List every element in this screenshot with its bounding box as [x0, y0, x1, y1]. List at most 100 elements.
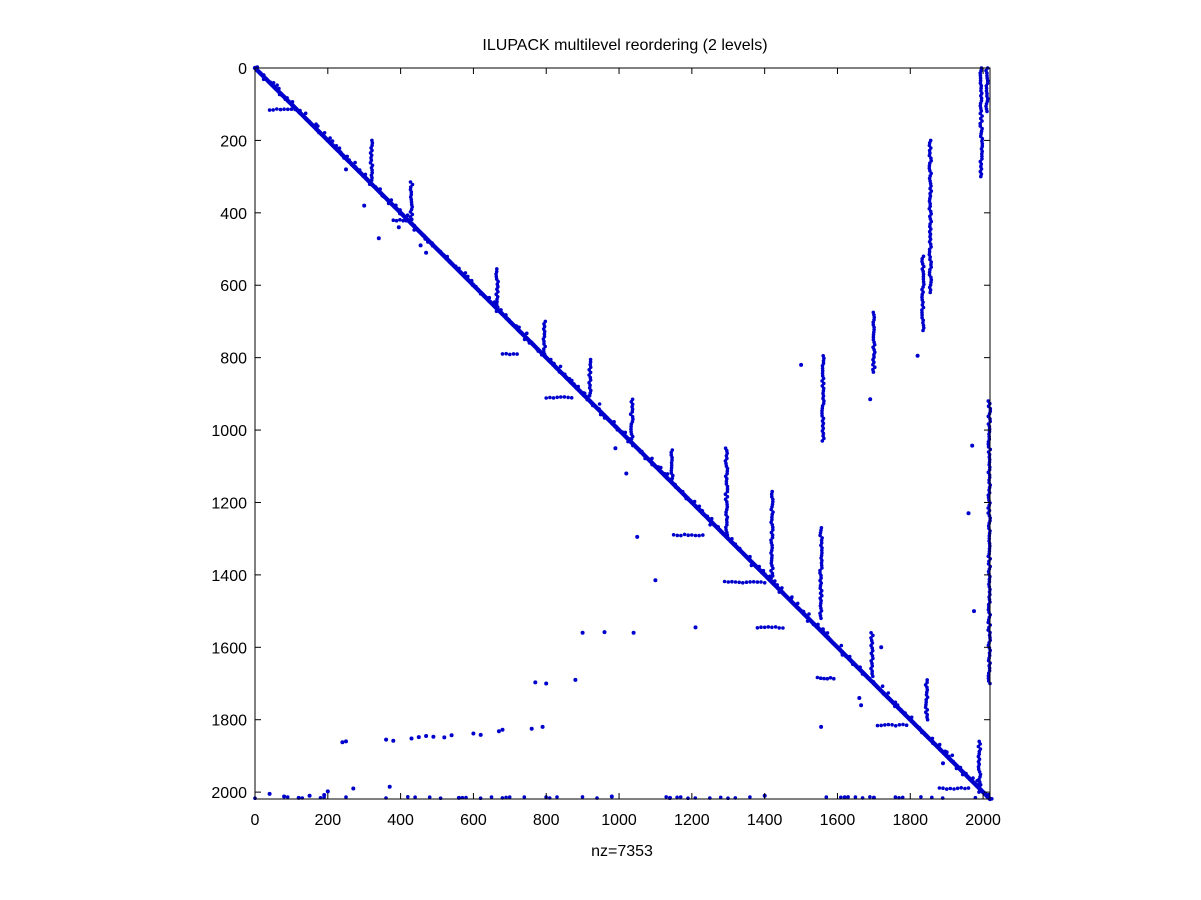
scattered-point [391, 738, 396, 743]
row-point [693, 533, 698, 538]
column-point [980, 157, 984, 161]
column-point [669, 478, 674, 483]
row-point [748, 795, 752, 799]
column-point [770, 535, 775, 540]
scattered-point [966, 511, 971, 516]
row-point [762, 625, 767, 630]
row-point [427, 795, 432, 799]
near-diagonal-point [739, 550, 744, 554]
column-point [771, 500, 775, 504]
scattered-point [602, 630, 607, 635]
row-point [413, 795, 417, 799]
column-point [924, 698, 928, 702]
near-diagonal-point [872, 681, 876, 685]
near-diagonal-point [353, 160, 357, 165]
row-point [900, 795, 905, 800]
row-point [966, 786, 971, 790]
row-point [963, 786, 967, 791]
column-point [872, 325, 876, 330]
y-tick-label: 1200 [211, 495, 247, 512]
scattered-point [941, 761, 945, 766]
column-point [820, 548, 824, 553]
row-point [824, 795, 829, 799]
column-point [978, 78, 983, 83]
column-point [723, 492, 728, 497]
column-point [921, 328, 925, 333]
row-point [511, 352, 516, 356]
column-point [980, 142, 985, 146]
scattered-point [573, 677, 578, 682]
column-point [978, 124, 983, 128]
row-point [879, 723, 883, 728]
column-point [986, 493, 991, 498]
column-point [588, 378, 593, 382]
row-point [293, 107, 297, 112]
x-tick-label: 800 [533, 812, 560, 829]
column-point [669, 450, 673, 455]
row-point [404, 218, 409, 223]
scattered-point [693, 625, 698, 630]
near-diagonal-point [958, 765, 963, 770]
row-point [508, 352, 512, 357]
near-diagonal-point [747, 555, 752, 560]
row-point [678, 795, 683, 799]
y-tick-label: 400 [220, 206, 247, 223]
column-point [976, 744, 981, 749]
scattered-point [544, 681, 549, 686]
scattered-point [868, 397, 873, 402]
row-point [828, 676, 833, 680]
row-point [522, 795, 527, 799]
column-point [985, 71, 989, 75]
row-point [868, 795, 872, 799]
plot-frame [254, 67, 991, 800]
row-point [391, 218, 396, 222]
column-point [495, 267, 499, 271]
row-point [675, 795, 679, 800]
column-point [921, 277, 926, 282]
column-point [820, 566, 824, 570]
row-point [919, 795, 923, 799]
column-point [986, 674, 991, 678]
column-point [818, 583, 823, 588]
row-point [500, 352, 505, 356]
row-point [344, 795, 348, 799]
row-point [282, 107, 286, 111]
near-diagonal-point [807, 612, 811, 616]
row-point [701, 533, 705, 537]
scattered-point [540, 724, 545, 729]
near-diagonal-point [597, 402, 602, 406]
scattered-point [418, 243, 423, 248]
column-point [771, 566, 775, 571]
row-point [897, 723, 902, 727]
scattered-point [344, 167, 348, 172]
row-point [675, 533, 680, 538]
column-point [769, 558, 774, 563]
x-tick-label: 1600 [820, 812, 856, 829]
row-point [718, 795, 723, 800]
row-point [825, 676, 830, 681]
chart-title: ILUPACK multilevel reordering (2 levels) [482, 37, 767, 54]
row-point [773, 625, 778, 629]
column-point [986, 442, 991, 447]
scattered-point [533, 680, 538, 685]
column-point [920, 308, 924, 312]
row-point [507, 795, 512, 799]
scattered-point [376, 236, 381, 241]
scattered-point [529, 726, 534, 731]
row-point [515, 352, 519, 356]
row-point [875, 723, 880, 728]
row-point [504, 795, 508, 800]
x-axis-ticks: 0 200 400 600 800 1000 1200 1400 1600 1800 2000 [251, 68, 1001, 829]
scattered-point [635, 534, 640, 539]
column-point [628, 412, 633, 417]
column-point [920, 295, 924, 300]
row-point [777, 626, 781, 630]
row-point [267, 108, 272, 112]
column-point [927, 141, 932, 145]
row-point [744, 580, 749, 584]
column-point [725, 484, 730, 489]
row-point [722, 579, 727, 584]
row-point [883, 723, 887, 727]
scattered-point [609, 794, 614, 799]
column-point [588, 357, 593, 362]
